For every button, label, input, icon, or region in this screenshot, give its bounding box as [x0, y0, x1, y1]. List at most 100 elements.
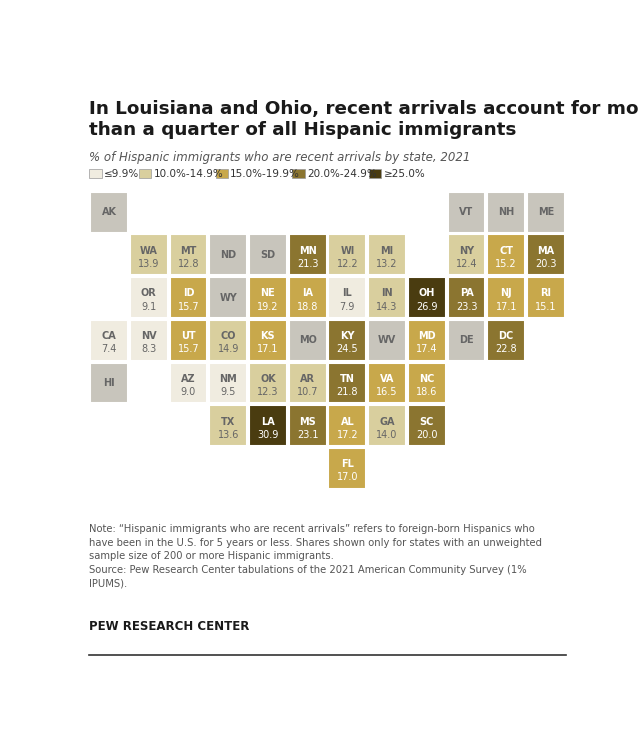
Text: FL: FL: [341, 459, 354, 470]
Text: 20.0%-24.9%: 20.0%-24.9%: [307, 169, 376, 179]
Text: NE: NE: [261, 288, 275, 299]
Text: 10.7: 10.7: [297, 387, 318, 397]
Text: WV: WV: [378, 335, 396, 345]
Text: 18.6: 18.6: [416, 387, 438, 397]
Text: GA: GA: [380, 417, 395, 426]
Text: 14.0: 14.0: [376, 429, 397, 440]
Text: ID: ID: [183, 288, 194, 299]
Bar: [447, 277, 486, 318]
Bar: [447, 235, 486, 275]
Text: 19.2: 19.2: [257, 302, 279, 311]
Text: ≤9.9%: ≤9.9%: [104, 169, 139, 179]
Text: SD: SD: [260, 250, 275, 260]
Text: NM: NM: [219, 374, 237, 384]
Text: IA: IA: [302, 288, 313, 299]
Text: ≥25.0%: ≥25.0%: [383, 169, 425, 179]
Text: MA: MA: [537, 246, 555, 256]
Bar: [289, 320, 327, 360]
Bar: [130, 320, 167, 360]
Text: 17.2: 17.2: [337, 429, 358, 440]
Bar: [215, 169, 228, 178]
Text: MO: MO: [298, 335, 316, 345]
Text: 12.2: 12.2: [337, 259, 358, 269]
Bar: [210, 406, 247, 446]
Text: 18.8: 18.8: [297, 302, 318, 311]
Text: DC: DC: [498, 331, 514, 341]
Bar: [289, 363, 327, 403]
Text: 9.0: 9.0: [181, 387, 196, 397]
Bar: [408, 277, 445, 318]
Text: 16.5: 16.5: [376, 387, 398, 397]
Text: WA: WA: [140, 246, 158, 256]
Text: WY: WY: [219, 293, 237, 302]
Text: 30.9: 30.9: [258, 429, 279, 440]
Bar: [210, 363, 247, 403]
Bar: [249, 277, 287, 318]
Text: 13.9: 13.9: [138, 259, 160, 269]
Text: 23.3: 23.3: [456, 302, 477, 311]
Text: 8.3: 8.3: [141, 344, 157, 354]
Text: UT: UT: [181, 331, 196, 341]
Bar: [90, 192, 128, 233]
Text: 7.9: 7.9: [340, 302, 355, 311]
Text: 23.1: 23.1: [297, 429, 318, 440]
Text: PA: PA: [459, 288, 473, 299]
Text: MI: MI: [380, 246, 394, 256]
Text: NJ: NJ: [500, 288, 512, 299]
Bar: [408, 363, 445, 403]
Bar: [89, 169, 102, 178]
Text: 15.7: 15.7: [178, 344, 199, 354]
Bar: [169, 235, 208, 275]
Text: ND: ND: [220, 250, 236, 260]
Text: KS: KS: [261, 331, 275, 341]
Text: 22.8: 22.8: [495, 344, 517, 354]
Bar: [488, 320, 525, 360]
Text: CA: CA: [102, 331, 116, 341]
Text: AL: AL: [341, 417, 354, 426]
Text: 9.5: 9.5: [220, 387, 236, 397]
Bar: [328, 406, 366, 446]
Bar: [408, 320, 445, 360]
Text: Note: “Hispanic immigrants who are recent arrivals” refers to foreign-born Hispa: Note: “Hispanic immigrants who are recen…: [89, 525, 542, 588]
Bar: [249, 320, 287, 360]
Text: VA: VA: [380, 374, 394, 384]
Text: TX: TX: [221, 417, 235, 426]
Bar: [90, 363, 128, 403]
Bar: [289, 277, 327, 318]
Text: NC: NC: [419, 374, 435, 384]
Text: AR: AR: [300, 374, 315, 384]
Text: 13.6: 13.6: [217, 429, 239, 440]
Text: WI: WI: [340, 246, 355, 256]
Text: % of Hispanic immigrants who are recent arrivals by state, 2021: % of Hispanic immigrants who are recent …: [89, 151, 470, 163]
Text: MD: MD: [418, 331, 436, 341]
Bar: [368, 320, 406, 360]
Text: VT: VT: [459, 207, 473, 217]
Text: CT: CT: [499, 246, 513, 256]
Text: 13.2: 13.2: [376, 259, 398, 269]
Text: CO: CO: [220, 331, 236, 341]
Text: PEW RESEARCH CENTER: PEW RESEARCH CENTER: [89, 620, 250, 634]
Bar: [169, 363, 208, 403]
Bar: [328, 363, 366, 403]
Bar: [169, 277, 208, 318]
Bar: [210, 320, 247, 360]
Bar: [130, 277, 167, 318]
Text: ME: ME: [538, 207, 554, 217]
Text: 7.4: 7.4: [102, 344, 117, 354]
Bar: [368, 235, 406, 275]
Text: OK: OK: [260, 374, 276, 384]
Bar: [368, 277, 406, 318]
Bar: [488, 235, 525, 275]
Text: 12.3: 12.3: [257, 387, 279, 397]
Bar: [210, 235, 247, 275]
Bar: [408, 406, 445, 446]
Text: RI: RI: [541, 288, 551, 299]
Bar: [328, 320, 366, 360]
Text: NY: NY: [459, 246, 474, 256]
Bar: [139, 169, 151, 178]
Text: 15.2: 15.2: [495, 259, 517, 269]
Bar: [249, 363, 287, 403]
Text: 15.1: 15.1: [535, 302, 557, 311]
Text: 20.3: 20.3: [535, 259, 557, 269]
Text: MT: MT: [180, 246, 197, 256]
